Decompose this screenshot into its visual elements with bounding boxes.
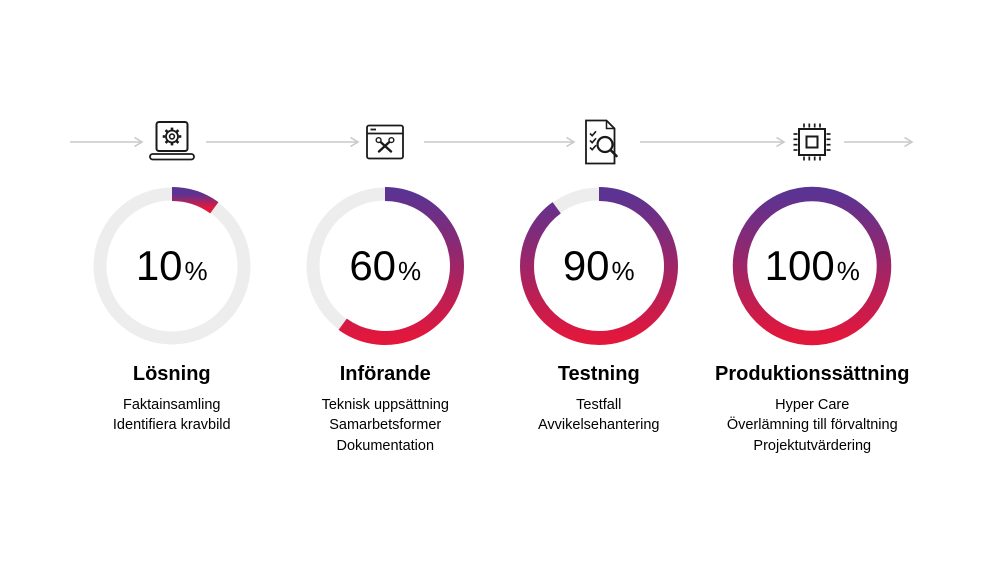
stage-subitem: Projektutvärdering xyxy=(753,437,872,454)
percent-sign: % xyxy=(184,256,208,286)
stage-subitem: Faktainsamling xyxy=(122,397,221,413)
progress-percent: 60% xyxy=(305,186,465,346)
stage-title: Införande xyxy=(339,363,431,385)
progress-percent: 10% xyxy=(92,186,252,346)
stage-subitem: Avvikelsehantering xyxy=(538,417,660,434)
percent-sign: % xyxy=(398,256,422,286)
stage-items: Faktainsamling Identifiera kravbild xyxy=(65,395,279,436)
stage-produktionssattning: 100% Produktionssättning Hyper Care Överl… xyxy=(706,186,920,456)
stages-row: 10% Lösning Faktainsamling Identifiera kr… xyxy=(65,186,919,456)
percent-sign: % xyxy=(611,256,635,286)
laptop-gear-icon xyxy=(149,121,195,161)
progress-percent: 100% xyxy=(732,186,892,346)
cpu-chip-icon xyxy=(793,123,831,161)
flow-arrow xyxy=(844,136,914,148)
flow-arrow xyxy=(206,136,360,148)
stage-subitem: Samarbetsformer xyxy=(329,417,442,434)
percent-sign: % xyxy=(836,256,860,286)
stage-title: Lösning xyxy=(132,363,211,385)
percent-value: 10 xyxy=(135,242,183,289)
percent-value: 90 xyxy=(562,242,610,289)
stage-title: Testning xyxy=(557,363,640,385)
percent-value: 100 xyxy=(764,242,835,289)
progress-donut: 90% xyxy=(519,186,679,346)
percent-value: 60 xyxy=(349,242,397,289)
stage-subitem: Dokumentation xyxy=(336,437,435,454)
stage-title: Produktionssättning xyxy=(715,363,910,385)
stage-subitem: Testfall xyxy=(576,397,622,413)
stage-items: Hyper Care Överlämning till förvaltning Pr… xyxy=(706,395,920,456)
stage-subitem: Teknisk uppsättning xyxy=(321,397,449,413)
browser-tools-icon xyxy=(366,124,404,160)
progress-percent: 90% xyxy=(519,186,679,346)
stage-subitem: Överlämning till förvaltning xyxy=(726,417,898,434)
progress-donut: 100% xyxy=(732,186,892,346)
flow-arrow xyxy=(640,136,786,148)
stage-testning: 90% Testning Testfall Avvikelsehantering xyxy=(492,186,706,456)
stage-items: Teknisk uppsättning Samarbetsformer Dokume… xyxy=(279,395,493,456)
stage-inforande: 60% Införande Teknisk uppsättning Samarbe… xyxy=(279,186,493,456)
stage-subitem: Identifiera kravbild xyxy=(112,417,231,434)
flow-arrow xyxy=(424,136,576,148)
stage-subitem: Hyper Care xyxy=(775,397,850,413)
document-review-icon xyxy=(585,119,618,165)
progress-donut: 10% xyxy=(92,186,252,346)
stage-items: Testfall Avvikelsehantering xyxy=(492,395,706,436)
stage-losning: 10% Lösning Faktainsamling Identifiera kr… xyxy=(65,186,279,456)
progress-donut: 60% xyxy=(305,186,465,346)
flow-arrow xyxy=(70,136,144,148)
